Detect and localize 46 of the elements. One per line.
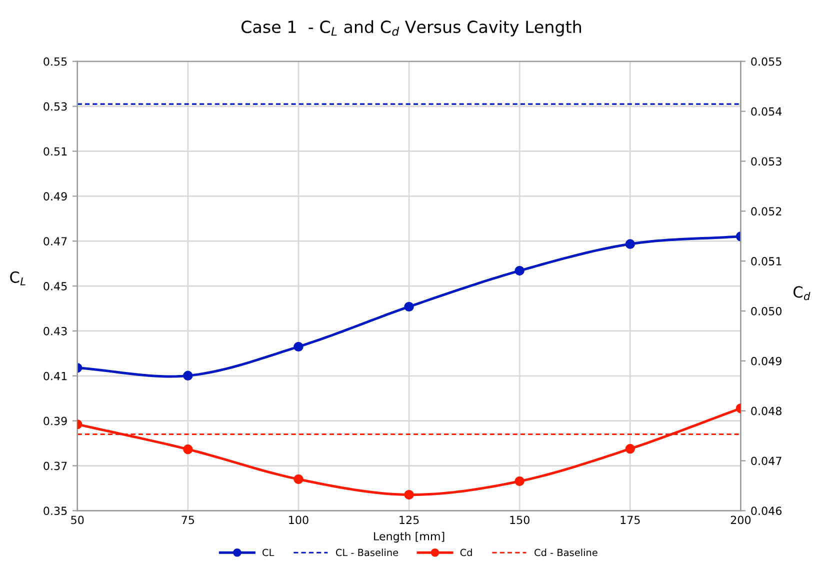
- y-tick-label: 0.43: [44, 326, 67, 336]
- y-axis-title: C$_{L}$: [10, 271, 26, 286]
- legend-label: Cd: [460, 548, 472, 556]
- y2-tick-label: 0.047: [751, 456, 782, 466]
- y2-tick-label: 0.048: [751, 406, 782, 416]
- x-tick-label: 100: [289, 516, 308, 524]
- y2-tick-label: 0.051: [751, 257, 782, 266]
- x-tick-label: 50: [71, 516, 84, 524]
- point: [183, 444, 193, 454]
- y-tick-label: 0.45: [44, 282, 67, 290]
- x-axis-title: Length [mm]: [374, 532, 444, 543]
- y-tick-label: 0.51: [44, 147, 67, 156]
- x-tick-label: 75: [182, 516, 194, 524]
- legend-label: CL - Baseline: [336, 548, 398, 556]
- x-tick-label: 150: [510, 516, 530, 524]
- point: [183, 370, 193, 381]
- point: [404, 490, 414, 500]
- y2-tick-label: 0.052: [751, 207, 782, 216]
- y-tick-label: 0.47: [44, 237, 67, 246]
- legend-label: Cd - Baseline: [534, 548, 598, 556]
- y-tick-label: 0.35: [44, 506, 67, 516]
- y2-tick-label: 0.055: [751, 57, 782, 66]
- x-tick-label: 125: [400, 516, 419, 524]
- y2-tick-label: 0.049: [751, 356, 782, 366]
- y2-tick-label: 0.046: [751, 506, 782, 516]
- y2-tick-label: 0.053: [751, 157, 782, 166]
- y-tick-label: 0.55: [44, 57, 67, 66]
- point: [625, 239, 636, 249]
- x-tick-label: 175: [620, 516, 640, 524]
- y-tick-label: 0.49: [44, 192, 67, 201]
- y-tick-label: 0.39: [44, 416, 67, 426]
- y-tick-label: 0.53: [44, 102, 67, 111]
- point: [404, 302, 414, 312]
- chart-title: Case 1 - C$_{L}$ and C$_{d}$ Versus Cavity Length: [242, 20, 581, 36]
- point: [514, 476, 524, 486]
- y-tick-label: 0.37: [44, 462, 67, 470]
- x-tick-label: 200: [730, 516, 751, 524]
- y2-axis-title: C$_{d}$: [794, 286, 810, 300]
- legend-label: CL: [262, 548, 274, 556]
- point: [294, 342, 304, 352]
- point: [625, 444, 636, 454]
- y2-tick-label: 0.054: [751, 107, 782, 116]
- y2-tick-label: 0.050: [751, 306, 782, 316]
- point: [514, 266, 524, 276]
- y-tick-label: 0.41: [44, 372, 67, 380]
- point: [294, 474, 304, 484]
